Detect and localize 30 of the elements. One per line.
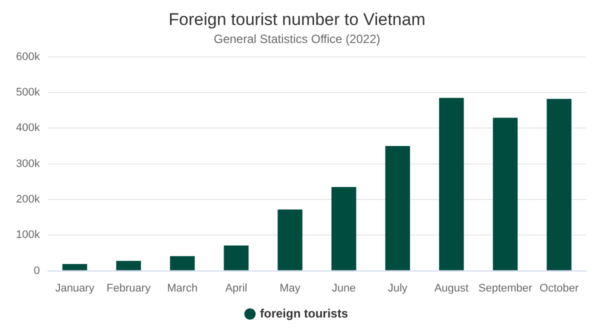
bar xyxy=(116,260,141,270)
y-tick-label: 200k xyxy=(16,194,40,206)
y-tick-label: 500k xyxy=(16,86,40,98)
x-tick-label: July xyxy=(388,282,408,294)
bar xyxy=(331,186,356,270)
bar xyxy=(385,146,410,270)
bar xyxy=(492,118,518,270)
x-tick-label: April xyxy=(225,282,248,294)
x-tick-label: June xyxy=(332,282,356,294)
y-tick-label: 600k xyxy=(16,50,40,63)
x-tick-label: September xyxy=(478,282,533,294)
chart-subtitle: General Statistics Office (2022) xyxy=(214,32,380,46)
x-tick-label: January xyxy=(55,282,95,294)
bar xyxy=(170,256,195,270)
legend-label: foreign tourists xyxy=(260,306,348,320)
y-tick-label: 300k xyxy=(16,158,40,170)
x-tick-label: February xyxy=(106,282,152,294)
y-tick-label: 400k xyxy=(16,122,40,134)
x-tick-label: May xyxy=(280,282,301,294)
x-tick-label: October xyxy=(540,282,579,294)
bar xyxy=(224,245,249,270)
chart-title: Foreign tourist number to Vietnam xyxy=(168,10,426,29)
bar xyxy=(546,98,572,270)
bar xyxy=(278,209,302,270)
y-tick-label: 0 xyxy=(34,264,40,277)
x-tick-label: March xyxy=(167,282,198,294)
bar xyxy=(439,98,464,270)
y-tick-label: 100k xyxy=(16,229,40,242)
bar xyxy=(62,264,88,270)
x-tick-label: August xyxy=(434,282,469,294)
